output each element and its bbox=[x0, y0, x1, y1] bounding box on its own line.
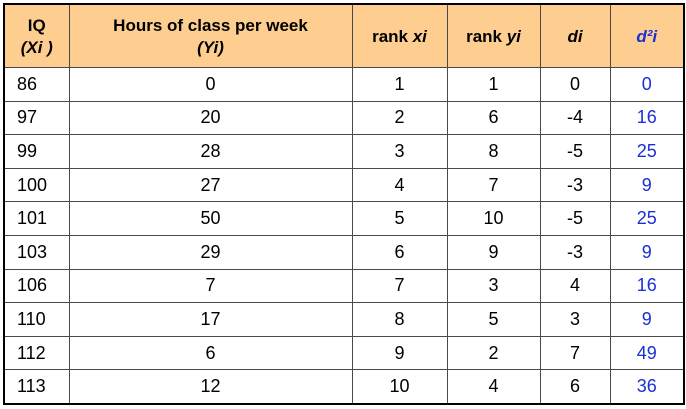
cell-iq: 113 bbox=[3, 369, 70, 405]
cell-iq: 97 bbox=[3, 100, 70, 136]
cell-rank-y: 10 bbox=[446, 201, 541, 236]
table-row: 100 27 4 7 -3 9 bbox=[3, 167, 685, 203]
cell-iq: 112 bbox=[3, 335, 70, 371]
cell-rank-x: 1 bbox=[351, 67, 448, 102]
cell-d2i: 16 bbox=[609, 100, 685, 136]
cell-rank-x: 8 bbox=[351, 302, 448, 337]
header-rank-y: rank yi bbox=[446, 3, 541, 68]
table-row: 106 7 7 3 4 16 bbox=[3, 268, 685, 304]
header-iq-variable: (Xi ) bbox=[20, 37, 53, 57]
cell-rank-x: 4 bbox=[351, 167, 448, 203]
cell-rank-y: 1 bbox=[446, 67, 541, 102]
cell-di: -3 bbox=[539, 234, 611, 270]
cell-rank-y: 9 bbox=[446, 234, 541, 270]
cell-d2i: 36 bbox=[609, 369, 685, 405]
cell-d2i: 25 bbox=[609, 201, 685, 236]
table-row: 101 50 5 10 -5 25 bbox=[3, 201, 685, 236]
cell-d2i: 16 bbox=[609, 268, 685, 304]
cell-rank-x: 3 bbox=[351, 134, 448, 169]
cell-iq: 110 bbox=[3, 302, 70, 337]
cell-iq: 99 bbox=[3, 134, 70, 169]
cell-hours: 28 bbox=[68, 134, 353, 169]
cell-di: -4 bbox=[539, 100, 611, 136]
cell-di: -3 bbox=[539, 167, 611, 203]
cell-rank-y: 8 bbox=[446, 134, 541, 169]
table-row: 99 28 3 8 -5 25 bbox=[3, 134, 685, 169]
cell-di: 7 bbox=[539, 335, 611, 371]
header-rank-y-prefix: rank bbox=[466, 26, 507, 46]
table-row: 103 29 6 9 -3 9 bbox=[3, 234, 685, 270]
cell-di: -5 bbox=[539, 201, 611, 236]
cell-d2i: 9 bbox=[609, 302, 685, 337]
cell-d2i: 9 bbox=[609, 234, 685, 270]
cell-hours: 27 bbox=[68, 167, 353, 203]
header-rank-x-prefix: rank bbox=[372, 26, 413, 46]
cell-hours: 12 bbox=[68, 369, 353, 405]
table-body: 86 0 1 1 0 0 97 20 2 6 -4 16 99 28 3 8 -… bbox=[3, 67, 685, 405]
cell-di: 6 bbox=[539, 369, 611, 405]
table-row: 97 20 2 6 -4 16 bbox=[3, 100, 685, 136]
header-di: di bbox=[539, 3, 611, 68]
header-iq: IQ (Xi ) bbox=[3, 3, 70, 68]
header-rank-y-var: yi bbox=[506, 26, 521, 46]
header-hours-variable: (Yi) bbox=[197, 37, 224, 57]
table-header: IQ (Xi ) Hours of class per week (Yi) ra… bbox=[3, 3, 685, 68]
cell-rank-y: 5 bbox=[446, 302, 541, 337]
cell-iq: 86 bbox=[3, 67, 70, 102]
header-iq-label: IQ bbox=[27, 15, 46, 35]
header-row: IQ (Xi ) Hours of class per week (Yi) ra… bbox=[3, 3, 685, 68]
header-hours-label: Hours of class per week bbox=[113, 15, 308, 35]
cell-d2i: 9 bbox=[609, 167, 685, 203]
cell-hours: 0 bbox=[68, 67, 353, 102]
cell-iq: 101 bbox=[3, 201, 70, 236]
cell-di: 0 bbox=[539, 67, 611, 102]
cell-hours: 20 bbox=[68, 100, 353, 136]
header-rank-x-var: xi bbox=[412, 26, 427, 46]
cell-rank-y: 3 bbox=[446, 268, 541, 304]
cell-di: -5 bbox=[539, 134, 611, 169]
table-row: 86 0 1 1 0 0 bbox=[3, 67, 685, 102]
cell-iq: 100 bbox=[3, 167, 70, 203]
header-rank-x: rank xi bbox=[351, 3, 448, 68]
cell-rank-x: 6 bbox=[351, 234, 448, 270]
cell-rank-x: 7 bbox=[351, 268, 448, 304]
cell-rank-x: 5 bbox=[351, 201, 448, 236]
cell-rank-x: 10 bbox=[351, 369, 448, 405]
header-hours: Hours of class per week (Yi) bbox=[68, 3, 353, 68]
cell-iq: 106 bbox=[3, 268, 70, 304]
cell-rank-x: 9 bbox=[351, 335, 448, 371]
cell-hours: 50 bbox=[68, 201, 353, 236]
table-row: 110 17 8 5 3 9 bbox=[3, 302, 685, 337]
cell-d2i: 0 bbox=[609, 67, 685, 102]
cell-hours: 7 bbox=[68, 268, 353, 304]
cell-di: 4 bbox=[539, 268, 611, 304]
cell-rank-y: 4 bbox=[446, 369, 541, 405]
cell-hours: 6 bbox=[68, 335, 353, 371]
cell-d2i: 25 bbox=[609, 134, 685, 169]
cell-rank-y: 6 bbox=[446, 100, 541, 136]
header-d2i: d²i bbox=[609, 3, 685, 68]
cell-d2i: 49 bbox=[609, 335, 685, 371]
cell-hours: 17 bbox=[68, 302, 353, 337]
cell-di: 3 bbox=[539, 302, 611, 337]
cell-rank-x: 2 bbox=[351, 100, 448, 136]
cell-hours: 29 bbox=[68, 234, 353, 270]
cell-iq: 103 bbox=[3, 234, 70, 270]
rank-correlation-table: IQ (Xi ) Hours of class per week (Yi) ra… bbox=[3, 3, 685, 405]
table-row: 113 12 10 4 6 36 bbox=[3, 369, 685, 405]
table-row: 112 6 9 2 7 49 bbox=[3, 335, 685, 371]
cell-rank-y: 2 bbox=[446, 335, 541, 371]
cell-rank-y: 7 bbox=[446, 167, 541, 203]
